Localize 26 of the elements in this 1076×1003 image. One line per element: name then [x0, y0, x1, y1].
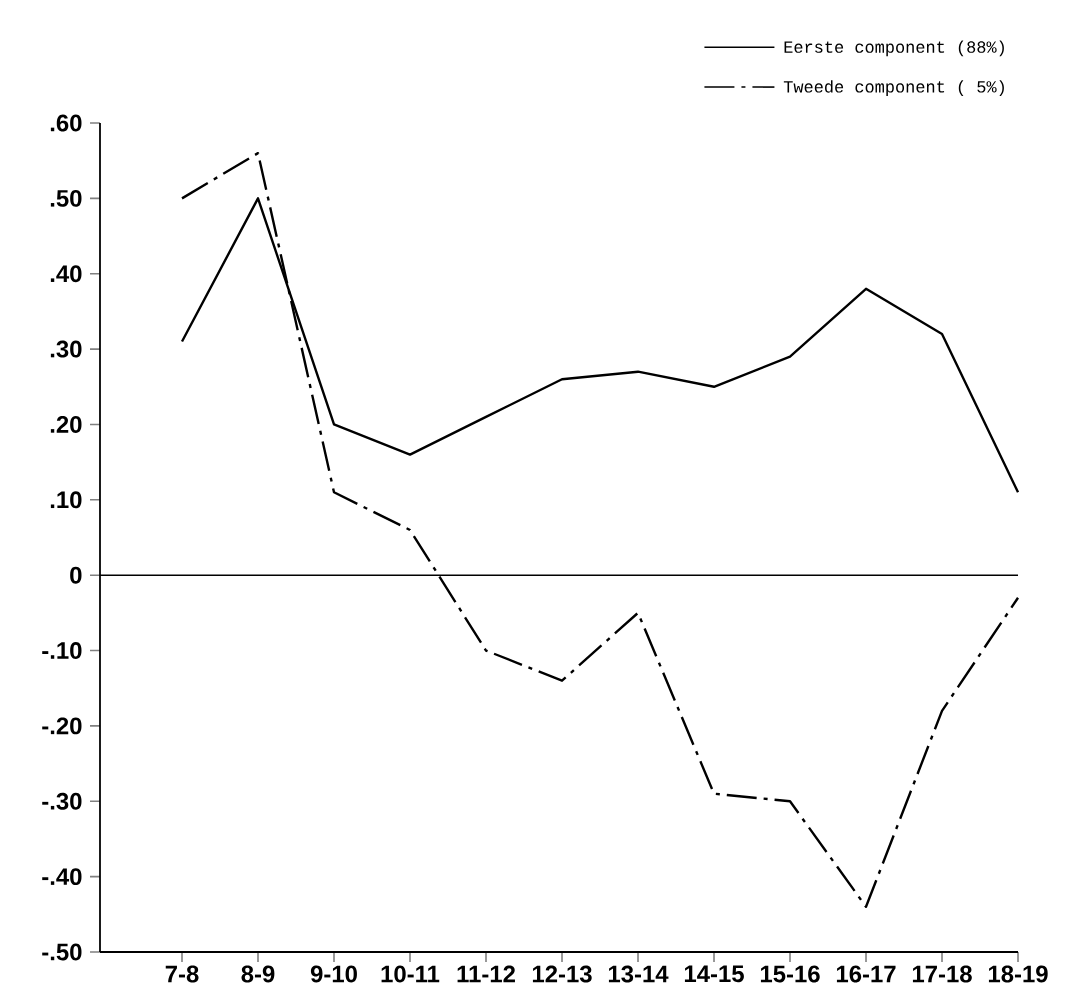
x-tick-label: 18-19	[988, 965, 1048, 983]
y-tick-label: .20	[50, 416, 82, 433]
x-tick-label: 8-9	[241, 965, 275, 983]
x-tick-label: 13-14	[608, 965, 669, 983]
x-tick-label: 17-18	[912, 965, 972, 983]
y-tick-label: .50	[50, 189, 82, 207]
x-tick-label: 9-10	[310, 965, 357, 983]
x-tick-label: 7-8	[165, 965, 199, 983]
x-tick-label: 16-17	[836, 965, 896, 983]
x-tick-label: 15-16	[760, 965, 820, 983]
legend-label: Eerste component (88%)	[784, 40, 1004, 57]
y-tick-label: .10	[50, 491, 82, 509]
y-tick-label: .30	[50, 340, 82, 358]
y-tick-label: -.30	[42, 792, 82, 810]
y-tick-label: -.10	[42, 642, 82, 660]
x-tick-label: 11-12	[457, 965, 515, 983]
x-tick-label: 12-13	[532, 965, 592, 983]
y-tick-label: .40	[50, 265, 82, 283]
legend-label: Tweede component ( 5%)	[783, 80, 1004, 96]
y-tick-label: 0	[70, 566, 82, 584]
x-tick-label: 10-11	[381, 965, 440, 983]
y-tick-label: -.40	[42, 868, 82, 886]
y-tick-label: -.20	[42, 717, 82, 735]
x-tick-label: 14-15	[684, 965, 744, 983]
y-tick-label: -.50	[42, 943, 82, 961]
y-tick-label: .60	[50, 114, 82, 132]
